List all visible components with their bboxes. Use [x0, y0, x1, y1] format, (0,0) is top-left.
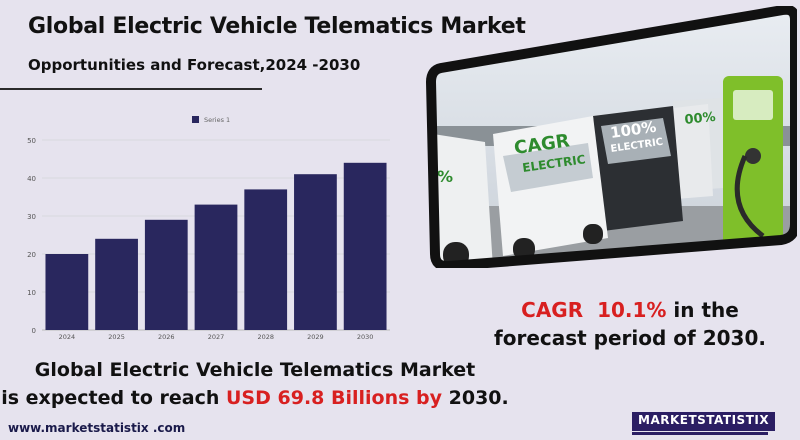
cagr-callout: CAGR 10.1% in the forecast period of 203… — [470, 296, 790, 352]
title-divider — [0, 88, 262, 90]
summary-line1: Global Electric Vehicle Telematics Marke… — [34, 359, 476, 381]
summary-amount: USD 69.8 Billions by — [226, 387, 443, 409]
page-title: Global Electric Vehicle Telematics Marke… — [28, 14, 526, 39]
summary-year: 2030. — [448, 387, 509, 409]
bar — [144, 219, 188, 330]
x-tick-label: 2025 — [108, 333, 125, 341]
photo-electric-vans: % CAGR ELECTRIC 100% ELECTRIC 00% — [423, 6, 797, 268]
y-tick-label: 30 — [27, 213, 36, 221]
van-label: % — [437, 167, 453, 186]
logo-underline — [632, 432, 768, 435]
page-subtitle: Opportunities and Forecast,2024 -2030 — [28, 56, 361, 74]
bar — [244, 189, 288, 330]
x-tick-label: 2030 — [357, 333, 374, 341]
y-tick-label: 50 — [27, 137, 36, 145]
van-label: 00% — [684, 110, 717, 128]
legend-label: Series 1 — [204, 116, 230, 124]
bar — [194, 204, 238, 330]
y-tick-label: 40 — [27, 175, 36, 183]
cagr-value: 10.1% — [597, 298, 667, 322]
market-summary: Global Electric Vehicle Telematics Marke… — [0, 356, 510, 412]
legend-swatch — [192, 116, 199, 123]
bar — [294, 174, 337, 330]
x-tick-label: 2028 — [257, 333, 274, 341]
y-tick-label: 0 — [32, 327, 36, 335]
bar — [343, 162, 387, 330]
x-tick-label: 2026 — [158, 333, 175, 341]
x-tick-label: 2024 — [59, 333, 76, 341]
x-tick-label: 2027 — [208, 333, 225, 341]
bar — [45, 254, 89, 330]
summary-prefix: is expected to reach — [1, 387, 220, 409]
bar — [95, 238, 138, 330]
y-tick-label: 10 — [27, 289, 36, 297]
cagr-label: CAGR — [521, 298, 584, 322]
y-tick-label: 20 — [27, 251, 36, 259]
cagr-line2: forecast period of 2030. — [494, 326, 766, 350]
website-link[interactable]: www.marketstatistix .com — [8, 421, 186, 435]
brand-logo: MARKETSTATISTIX — [632, 412, 776, 431]
cagr-suffix: in the — [673, 298, 739, 322]
x-tick-label: 2029 — [307, 333, 324, 341]
